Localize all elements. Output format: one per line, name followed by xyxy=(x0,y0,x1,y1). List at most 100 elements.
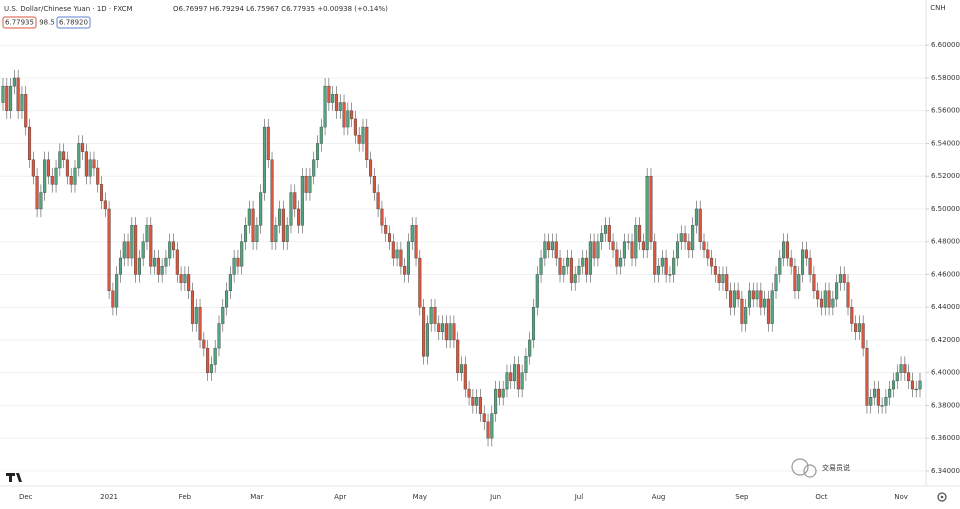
candle-body xyxy=(308,175,312,193)
candle-body xyxy=(46,159,50,177)
candle-body xyxy=(149,225,153,267)
candle-body xyxy=(43,159,47,193)
candle-body xyxy=(365,126,369,161)
candle-body xyxy=(103,200,107,210)
candle-body xyxy=(808,257,812,275)
candle-body xyxy=(861,323,865,349)
candle-body xyxy=(213,347,217,365)
x-tick-label: Mar xyxy=(250,493,263,501)
candle-body xyxy=(577,266,581,275)
candle-body xyxy=(729,290,733,308)
candle-body xyxy=(221,306,225,324)
candle-body xyxy=(486,421,490,439)
candle-body xyxy=(531,306,536,341)
candle-body xyxy=(497,388,501,398)
candle-body xyxy=(706,249,710,259)
candle-body xyxy=(873,388,877,398)
watermark: 交易员说 xyxy=(791,458,850,478)
grid xyxy=(0,44,926,472)
y-tick-label: 6.54000 xyxy=(931,139,960,147)
chart-title: U.S. Dollar/Chinese Yuan · 1D · FXCM xyxy=(4,5,133,13)
candle-body xyxy=(717,274,721,283)
candle-body xyxy=(888,388,892,398)
x-tick-label: 2021 xyxy=(100,493,118,501)
candle-body xyxy=(350,110,354,120)
x-tick-label: Oct xyxy=(815,493,827,501)
x-tick-label: Dec xyxy=(19,493,33,501)
price-tag-box xyxy=(56,16,91,29)
candle-body xyxy=(228,274,232,292)
settings-icon[interactable] xyxy=(937,492,947,502)
candle-body xyxy=(171,241,176,251)
candle-body xyxy=(535,274,539,308)
candle-body xyxy=(361,126,365,144)
candle-body xyxy=(660,257,664,267)
candle-body xyxy=(910,380,914,390)
candle-body xyxy=(444,323,448,341)
candle-body xyxy=(895,372,899,382)
candle-body xyxy=(471,397,475,406)
candle-body xyxy=(827,290,831,308)
candle-body xyxy=(58,151,62,169)
candle-body xyxy=(782,241,786,259)
candle-body xyxy=(160,266,164,275)
candle-body xyxy=(558,257,562,275)
candle-body xyxy=(323,85,327,128)
candle-body xyxy=(266,126,270,161)
candle-body xyxy=(437,323,441,332)
candle-body xyxy=(694,208,698,226)
candle-body xyxy=(281,208,285,242)
candle-body xyxy=(99,184,104,201)
candle-body xyxy=(145,225,149,242)
y-tick-label: 6.44000 xyxy=(931,303,960,311)
candle-body xyxy=(289,192,293,226)
candle-body xyxy=(611,241,615,251)
candle-body xyxy=(134,225,138,275)
candle-body xyxy=(190,290,194,324)
candle-body xyxy=(592,241,596,259)
price-tag-box xyxy=(2,16,37,29)
candle-body xyxy=(141,241,145,259)
candle-body xyxy=(96,167,100,185)
candle-body xyxy=(372,175,376,193)
candles xyxy=(1,69,922,447)
y-tick-label: 6.50000 xyxy=(931,205,960,213)
candle-body xyxy=(414,225,418,259)
candle-body xyxy=(425,323,429,357)
candle-body xyxy=(732,290,736,308)
candle-body xyxy=(766,298,770,324)
price-tag: 6.77935 xyxy=(5,19,34,27)
candle-body xyxy=(463,364,467,390)
candle-body xyxy=(77,143,81,169)
candle-body xyxy=(736,290,740,300)
candle-body xyxy=(770,290,774,324)
candle-body xyxy=(403,266,407,275)
candle-body xyxy=(225,290,229,308)
candle-body xyxy=(315,143,320,161)
x-tick-label: May xyxy=(413,493,427,501)
candle-body xyxy=(634,225,638,259)
candle-body xyxy=(550,241,554,251)
candle-body xyxy=(312,159,316,177)
candle-body xyxy=(31,159,35,177)
price-tag: 6.78920 xyxy=(59,19,88,27)
candle-body xyxy=(683,233,687,242)
candle-body xyxy=(304,175,308,193)
candle-body xyxy=(501,388,505,398)
candle-body xyxy=(797,274,801,292)
candle-body xyxy=(490,413,494,439)
candle-body xyxy=(334,94,338,111)
candle-body xyxy=(899,364,903,373)
candle-body xyxy=(725,274,729,292)
candle-body xyxy=(73,167,77,185)
candle-body xyxy=(118,257,122,275)
candle-body xyxy=(747,290,752,308)
candle-body xyxy=(509,372,513,382)
candle-body xyxy=(891,380,896,390)
candle-body xyxy=(209,364,213,373)
candle-body xyxy=(763,298,767,308)
candle-body xyxy=(482,413,486,423)
candle-body xyxy=(278,208,282,226)
candle-body xyxy=(107,208,111,292)
x-tick-label: Apr xyxy=(334,493,346,501)
